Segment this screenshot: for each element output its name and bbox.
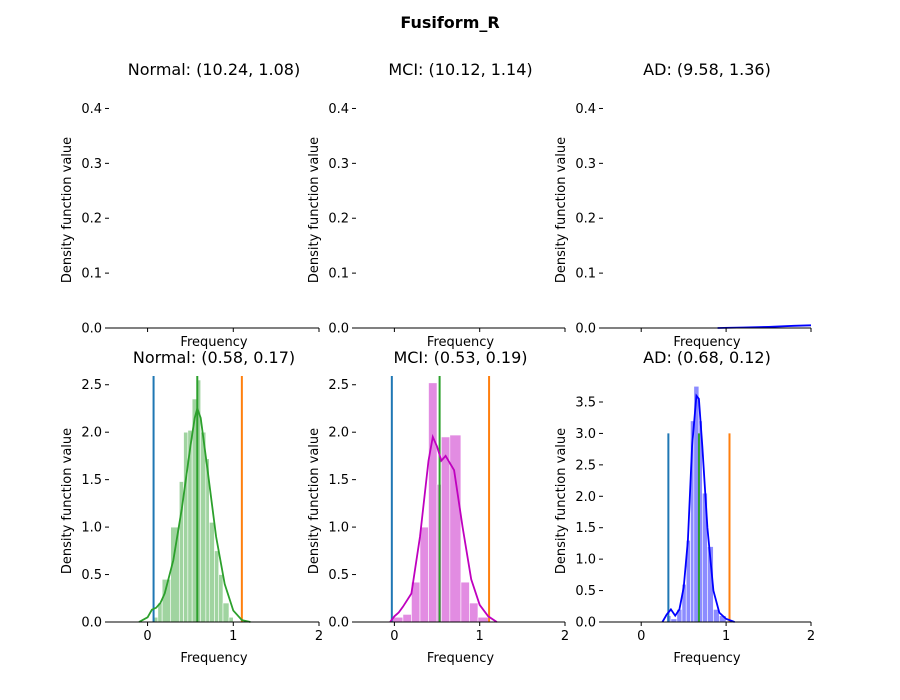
y-tick-label: 1.5 (328, 473, 349, 488)
kde-line (661, 393, 735, 623)
x-tick-label: 0 (143, 629, 151, 644)
y-tick-label: 2.0 (328, 426, 349, 441)
panel-title: AD: (0.68, 0.12) (643, 348, 771, 367)
histogram-bar (214, 550, 220, 623)
histogram-bar (428, 382, 438, 623)
y-tick-label: 3.5 (575, 396, 596, 411)
y-tick-label: 1.5 (575, 521, 596, 536)
x-axis-label: Frequency (180, 651, 247, 666)
panel-title: MCI: (10.12, 1.14) (388, 60, 532, 79)
y-tick-label: 0.3 (328, 157, 349, 172)
x-tick-label: 2 (807, 629, 815, 644)
histogram-bar (183, 431, 189, 623)
y-tick-label: 0.4 (328, 102, 349, 117)
y-tick-label: 1.5 (81, 473, 102, 488)
kde-line (389, 433, 498, 623)
y-tick-label: 0.0 (81, 616, 102, 631)
y-tick-label: 0.3 (575, 157, 596, 172)
kde-line (138, 405, 251, 623)
y-tick-label: 0.2 (81, 212, 102, 227)
x-tick-label: 0 (390, 629, 398, 644)
y-tick-label: 2.0 (81, 426, 102, 441)
y-axis-label: Density function value (60, 137, 75, 283)
x-tick-label: 1 (229, 629, 237, 644)
panel-title: Normal: (10.24, 1.08) (128, 60, 300, 79)
y-tick-label: 2.5 (81, 378, 102, 393)
y-tick-label: 0.5 (328, 568, 349, 583)
y-tick-label: 1.0 (328, 521, 349, 536)
x-axis-label: Frequency (673, 335, 740, 350)
y-tick-label: 0.0 (328, 322, 349, 337)
panel-title: MCI: (0.53, 0.19) (393, 348, 527, 367)
histogram-bar (419, 526, 429, 623)
panel-title: AD: (9.58, 1.36) (643, 60, 771, 79)
y-tick-label: 0.1 (328, 267, 349, 282)
x-tick-label: 2 (315, 629, 323, 644)
x-tick-label: 1 (722, 629, 730, 644)
histogram-bar (200, 431, 207, 623)
panel-3: 0.0 0.1 0.2 0.3 0.4 AD: (9.58, 1.36) Frequency… (554, 60, 812, 350)
x-tick-label: 1 (476, 629, 484, 644)
panel-1: 0.0 0.1 0.2 0.3 0.4 Normal: (10.24, 1.08) Freq… (60, 60, 320, 350)
y-axis-label: Density function value (554, 137, 569, 283)
x-axis-label: Frequency (427, 335, 494, 350)
histogram-bar (477, 616, 489, 623)
x-tick-label: 0 (637, 629, 645, 644)
histogram-bar (208, 522, 215, 623)
y-tick-label: 3.0 (575, 427, 596, 442)
histogram-bar (460, 581, 470, 623)
panel-title: Normal: (0.58, 0.17) (133, 348, 295, 367)
y-tick-label: 0.4 (575, 102, 596, 117)
y-axis-label: Density function value (554, 428, 569, 574)
y-tick-label: 0.5 (575, 584, 596, 599)
y-tick-label: 2.0 (575, 490, 596, 505)
histogram-bar (449, 434, 462, 623)
y-tick-label: 1.0 (81, 521, 102, 536)
panel-2: 0.0 0.1 0.2 0.3 0.4 MCI: (10.12, 1.14) Frequen… (307, 60, 566, 350)
panel-5: 0.0 0.5 1.0 1.5 2.0 2.5 0 1 2 MCI: (0.53, 0.19) Fr… (307, 348, 569, 666)
y-tick-label: 0.0 (575, 616, 596, 631)
x-tick-label: 2 (561, 629, 569, 644)
histogram-bar (441, 436, 451, 623)
y-axis-label: Density function value (60, 428, 75, 574)
histogram-bar (469, 602, 479, 623)
x-axis-label: Frequency (673, 651, 740, 666)
y-axis-label: Density function value (307, 137, 322, 283)
y-tick-label: 0.5 (81, 568, 102, 583)
x-axis-label: Frequency (427, 651, 494, 666)
y-axis-label: Density function value (307, 428, 322, 574)
y-tick-label: 1.0 (575, 553, 596, 568)
y-tick-label: 0.3 (81, 157, 102, 172)
histogram-bar (218, 574, 224, 623)
histogram-bar (222, 602, 230, 623)
y-tick-label: 0.0 (81, 322, 102, 337)
y-tick-label: 2.5 (328, 378, 349, 393)
panel-6: 0.0 0.5 1.0 1.5 2.0 2.5 3.0 3.5 0 1 2 AD: (0.68, 0.… (554, 348, 815, 666)
y-tick-label: 0.0 (575, 322, 596, 337)
y-tick-label: 0.4 (81, 102, 102, 117)
histogram-bar (402, 614, 412, 623)
y-tick-label: 0.2 (328, 212, 349, 227)
x-axis-label: Frequency (180, 335, 247, 350)
y-tick-label: 2.5 (575, 458, 596, 473)
panel-4: 0.0 0.5 1.0 1.5 2.0 2.5 0 1 2 Normal: (0.58, 0.17… (60, 348, 323, 666)
y-tick-label: 0.0 (328, 616, 349, 631)
histogram-bar (228, 616, 234, 623)
histogram-bar (170, 526, 180, 623)
figure-title: Fusiform_R (400, 13, 499, 32)
y-tick-label: 0.1 (81, 267, 102, 282)
y-tick-label: 0.2 (575, 212, 596, 227)
y-tick-label: 0.1 (575, 267, 596, 282)
